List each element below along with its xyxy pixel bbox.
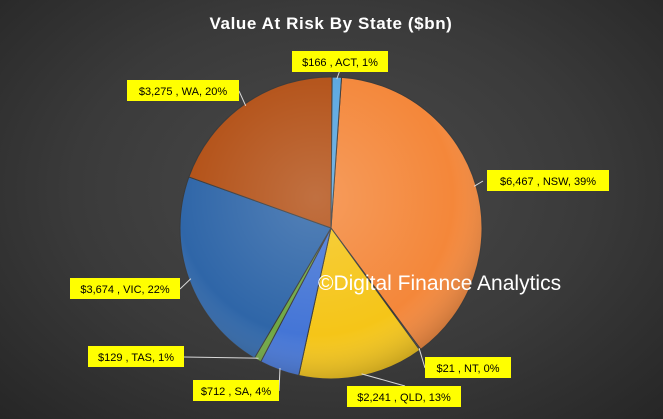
slice-label-sa: $712 , SA, 4% (193, 380, 279, 401)
leader-line-nt (418, 348, 426, 369)
slice-label-tas: $129 , TAS, 1% (88, 346, 184, 367)
chart-title: Value At Risk By State ($bn) (210, 14, 453, 33)
slice-label-text: $3,275 , WA, 20% (139, 86, 227, 98)
slice-label-text: $3,674 , VIC, 22% (80, 284, 169, 296)
watermark: ©Digital Finance Analytics (318, 272, 562, 295)
slice-label-qld: $2,241 , QLD, 13% (347, 386, 461, 407)
slice-labels: $6,467 , NSW, 39% $21 , NT, 0% $2,241 , QL… (70, 51, 609, 407)
slice-label-vic: $3,674 , VIC, 22% (70, 278, 180, 299)
slice-label-act: $166 , ACT, 1% (292, 51, 388, 72)
label-leader-lines (179, 69, 484, 392)
slice-label-box (292, 51, 388, 72)
slice-label-text: $2,241 , QLD, 13% (357, 392, 451, 404)
slice-label-box (127, 80, 239, 101)
leader-line-tas (183, 356, 259, 359)
slice-label-text: $6,467 , NSW, 39% (500, 176, 596, 188)
leader-line-wa (238, 90, 247, 107)
slice-label-box (88, 346, 184, 367)
leader-line-sa (278, 367, 281, 392)
slice-label-box (70, 278, 180, 299)
pie-slices (179, 76, 483, 380)
slice-label-text: $21 , NT, 0% (437, 363, 500, 375)
leader-line-nsw (473, 180, 484, 187)
slice-label-nt: $21 , NT, 0% (425, 357, 511, 378)
slice-label-box (347, 386, 461, 407)
slice-label-text: $712 , SA, 4% (201, 386, 272, 398)
slice-label-wa: $3,275 , WA, 20% (127, 80, 239, 101)
slice-label-text: $129 , TAS, 1% (98, 352, 174, 364)
slice-label-nsw: $6,467 , NSW, 39% (487, 170, 609, 191)
slice-label-text: $166 , ACT, 1% (302, 57, 378, 69)
slice-label-box (425, 357, 511, 378)
slice-label-box (487, 170, 609, 191)
leader-line-qld (361, 373, 406, 387)
leader-line-vic (179, 278, 192, 290)
slice-label-box (193, 380, 279, 401)
